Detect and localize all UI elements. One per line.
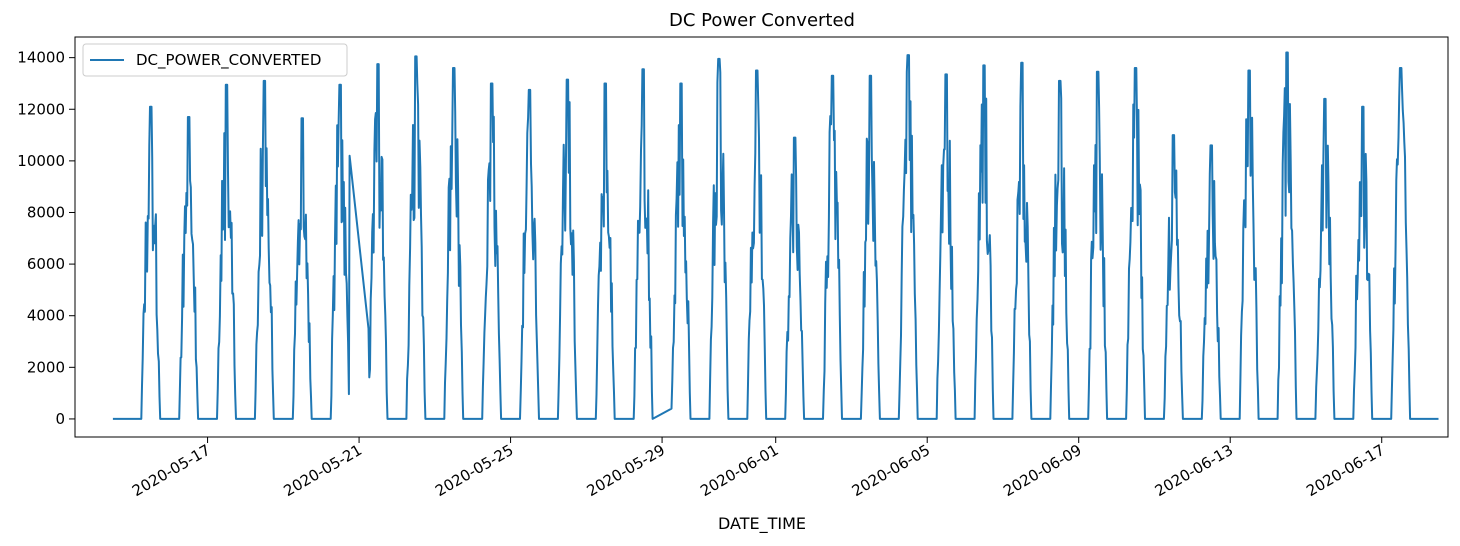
legend: DC_POWER_CONVERTED: [82, 43, 348, 77]
x-tick-label: 2020-06-09: [1000, 441, 1085, 500]
y-tick-label: 2000: [27, 358, 65, 376]
y-tick-label: 0: [55, 410, 65, 428]
x-tick-label: 2020-05-21: [281, 441, 366, 500]
x-tick-label: 2020-06-05: [849, 441, 934, 500]
x-tick-label: 2020-06-13: [1152, 441, 1237, 500]
y-tick-label: 6000: [27, 255, 65, 273]
y-tick-label: 10000: [17, 152, 65, 170]
legend-box: [82, 43, 348, 77]
plot-area: [112, 51, 1439, 420]
chart-title: DC Power Converted: [669, 10, 855, 31]
y-tick-label: 8000: [27, 203, 65, 221]
x-tick-label: 2020-05-25: [432, 441, 517, 500]
x-tick-label: 2020-05-17: [129, 441, 214, 500]
y-tick-label: 12000: [17, 100, 65, 118]
y-tick-label: 14000: [17, 49, 65, 67]
x-tick-label: 2020-06-01: [697, 441, 782, 500]
x-tick-label: 2020-05-29: [584, 441, 669, 500]
series-line: [112, 51, 1439, 420]
legend-label: DC_POWER_CONVERTED: [136, 51, 321, 70]
y-tick-label: 4000: [27, 307, 65, 325]
plot-frame: [74, 36, 1449, 438]
y-axis-ticks: 0 2000 4000 6000 8000 10000 12000 14000: [17, 49, 75, 428]
x-tick-label: 2020-06-17: [1303, 441, 1388, 500]
x-axis-ticks: 2020-05-17 2020-05-21 2020-05-25 2020-05-29…: [129, 437, 1388, 500]
x-axis-title: DATE_TIME: [718, 514, 806, 534]
